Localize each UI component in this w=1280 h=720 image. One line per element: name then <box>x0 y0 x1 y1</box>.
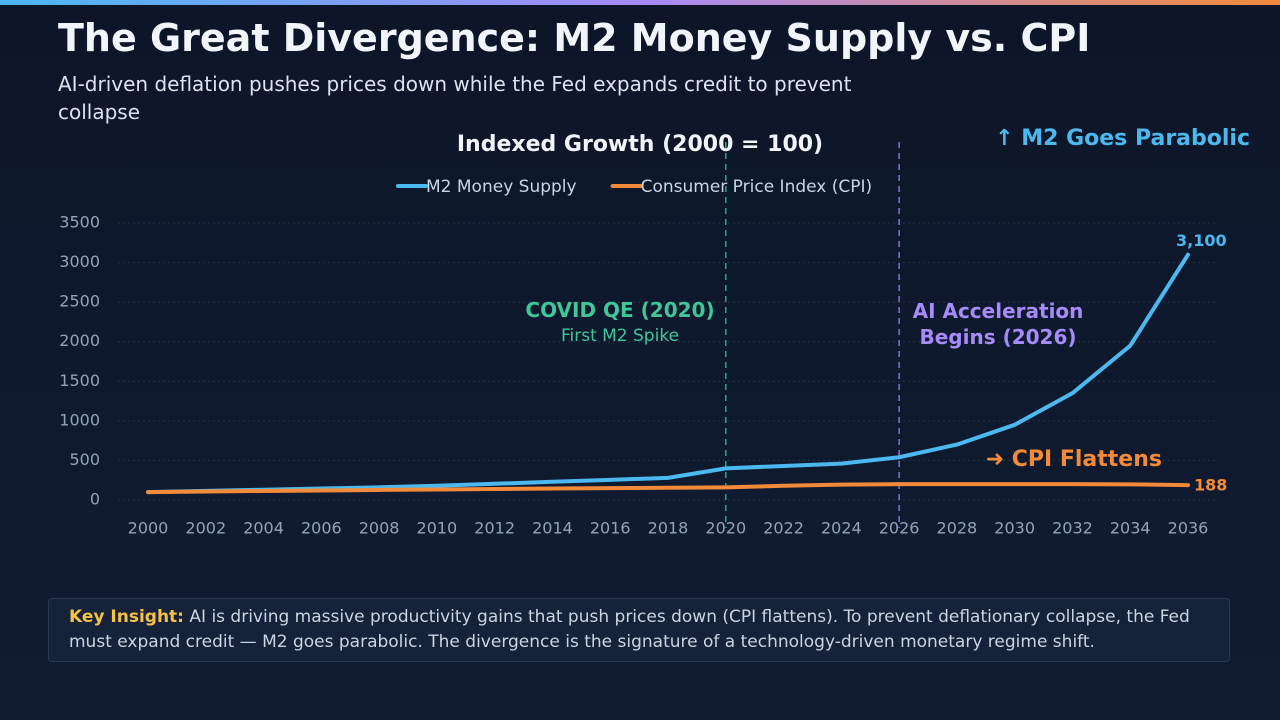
y-tick-label: 1500 <box>59 371 100 390</box>
y-tick-label: 3000 <box>59 252 100 271</box>
x-tick-label: 2006 <box>301 519 342 538</box>
x-tick-label: 2028 <box>937 519 978 538</box>
end-label: 3,100 <box>1176 231 1227 250</box>
page-subtitle: AI-driven deflation pushes prices down w… <box>58 72 852 124</box>
y-tick-label: 0 <box>90 490 100 509</box>
x-tick-label: 2004 <box>243 519 284 538</box>
annotation: ↑ M2 Goes Parabolic <box>995 126 1250 151</box>
insight-text: AI is driving massive productivity gains… <box>69 607 1190 652</box>
legend-label: Consumer Price Index (CPI) <box>641 177 873 197</box>
y-tick-label: 2500 <box>59 292 100 311</box>
annotation: ➜ CPI Flattens <box>985 447 1162 472</box>
accent-bar <box>0 0 1280 5</box>
insight-box: Key Insight: AI is driving massive produ… <box>48 598 1230 662</box>
annotation: AI Acceleration Begins (2026) <box>912 299 1084 349</box>
legend-label: M2 Money Supply <box>426 177 577 197</box>
series-line <box>146 482 1190 495</box>
x-tick-label: 2000 <box>128 519 169 538</box>
x-tick-label: 2024 <box>821 519 862 538</box>
x-tick-label: 2036 <box>1168 519 1209 538</box>
x-tick-label: 2008 <box>359 519 400 538</box>
annotation-subtitle: First M2 Spike <box>560 326 680 346</box>
x-tick-label: 2012 <box>474 519 515 538</box>
x-tick-label: 2030 <box>994 519 1035 538</box>
x-tick-label: 2018 <box>648 519 689 538</box>
x-tick-label: 2016 <box>590 519 631 538</box>
y-tick-label: 1000 <box>59 410 100 429</box>
insight-label: Key Insight: <box>69 607 184 627</box>
y-tick-label: 3500 <box>59 213 100 232</box>
x-tick-label: 2010 <box>417 519 458 538</box>
y-tick-label: 2000 <box>59 331 100 350</box>
annotation: COVID QE (2020) First M2 Spike <box>520 298 720 346</box>
x-tick-label: 2002 <box>185 519 226 538</box>
x-tick-label: 2034 <box>1110 519 1151 538</box>
x-tick-label: 2022 <box>763 519 804 538</box>
x-tick-label: 2014 <box>532 519 573 538</box>
y-tick-label: 500 <box>69 450 100 469</box>
annotation-title: COVID QE (2020) <box>525 298 715 322</box>
end-label: 188 <box>1194 476 1227 495</box>
page-title: The Great Divergence: M2 Money Supply vs… <box>58 16 1091 60</box>
x-tick-label: 2032 <box>1052 519 1093 538</box>
chart-title: Indexed Growth (2000 = 100) <box>457 132 823 157</box>
